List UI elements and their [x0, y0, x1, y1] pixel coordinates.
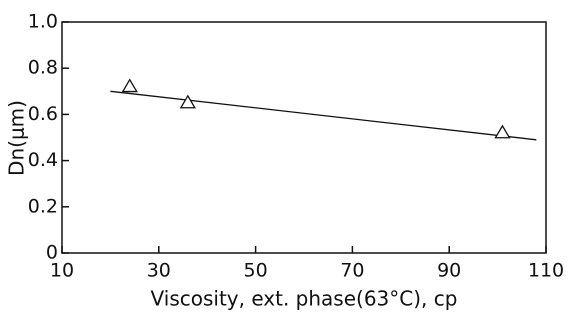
- y-tick-label: 1.0: [28, 11, 58, 33]
- x-tick-label: 30: [147, 260, 171, 282]
- x-axis-title: Viscosity, ext. phase(63°C), cp: [151, 287, 458, 311]
- x-tick-label: 50: [244, 260, 268, 282]
- x-tick-label: 90: [437, 260, 461, 282]
- x-tick-label: 70: [340, 260, 364, 282]
- y-tick-label: 0.6: [28, 103, 58, 125]
- data-point: [121, 78, 138, 93]
- y-tick-label: 0: [46, 242, 58, 264]
- y-tick-label: 0.8: [28, 57, 58, 79]
- y-tick-label: 0.2: [28, 195, 58, 217]
- data-point: [494, 124, 511, 139]
- y-tick-label: 0.4: [28, 149, 58, 171]
- x-tick-label: 110: [528, 260, 564, 282]
- plot-frame: [61, 21, 547, 254]
- x-tick-label: 10: [50, 260, 74, 282]
- fit-line: [110, 90, 537, 141]
- data-point: [179, 94, 196, 109]
- y-axis-title: Dn(μm): [5, 100, 29, 176]
